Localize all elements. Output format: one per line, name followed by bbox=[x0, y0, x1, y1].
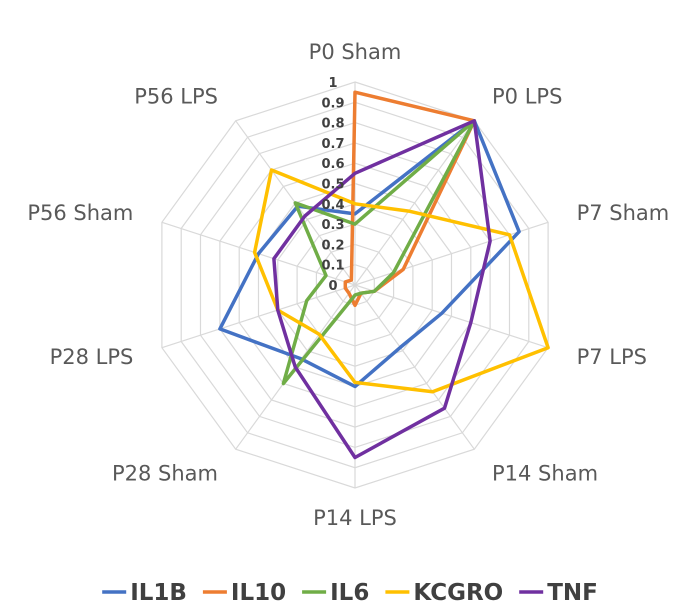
tick-label: 0.2 bbox=[321, 238, 344, 253]
category-label: P14 Sham bbox=[492, 462, 598, 486]
tick-label: 0.7 bbox=[321, 137, 344, 152]
category-label: P28 Sham bbox=[112, 462, 218, 486]
tick-label: 0.8 bbox=[321, 117, 344, 132]
tick-label: 0.6 bbox=[321, 157, 344, 172]
series-il6-line bbox=[281, 119, 477, 386]
category-label: P14 LPS bbox=[313, 506, 397, 530]
category-labels: P0 Sham P0 LPS P7 Sham P7 LPS P14 Sham P14 LP… bbox=[27, 40, 669, 530]
series-il10-line bbox=[343, 90, 477, 308]
tick-label: 0.9 bbox=[321, 96, 344, 111]
grid-spoke bbox=[161, 284, 356, 349]
legend: IL1B IL10 IL6 KCGRO TNF bbox=[102, 580, 598, 606]
legend-label: IL6 bbox=[330, 580, 369, 606]
tick-label: 0.1 bbox=[321, 259, 344, 274]
category-label: P0 Sham bbox=[309, 40, 402, 64]
tick-label: 0.3 bbox=[321, 218, 344, 233]
tick-label: 0.4 bbox=[321, 198, 344, 213]
category-label: P7 Sham bbox=[577, 201, 670, 225]
radial-tick-labels: 0 0.1 0.2 0.3 0.4 0.5 0.6 0.7 0.8 0.9 1 bbox=[321, 76, 344, 294]
grid-spoke bbox=[354, 120, 475, 286]
tick-label: 0.5 bbox=[321, 178, 344, 193]
radar-grid bbox=[161, 81, 549, 489]
category-label: P56 Sham bbox=[27, 201, 133, 225]
category-label: P7 LPS bbox=[577, 345, 647, 369]
category-label: P56 LPS bbox=[134, 85, 218, 109]
legend-label: IL1B bbox=[130, 580, 187, 606]
legend-item-il10: IL10 bbox=[202, 580, 286, 606]
tick-label: 0 bbox=[328, 279, 337, 294]
legend-item-il1b: IL1B bbox=[102, 580, 187, 606]
category-label: P0 LPS bbox=[492, 85, 562, 109]
radar-series bbox=[218, 90, 550, 460]
legend-item-il6: IL6 bbox=[302, 580, 369, 606]
tick-label: 1 bbox=[328, 76, 337, 91]
series-kcgro-line bbox=[252, 168, 550, 394]
category-label: P28 LPS bbox=[50, 345, 134, 369]
grid-spoke bbox=[354, 284, 549, 349]
legend-item-tnf: TNF bbox=[519, 580, 598, 606]
legend-label: KCGRO bbox=[413, 580, 503, 606]
series-tnf-line bbox=[272, 119, 492, 460]
legend-item-kcgro: KCGRO bbox=[385, 580, 503, 606]
legend-label: IL10 bbox=[231, 580, 286, 606]
legend-label: TNF bbox=[547, 580, 598, 606]
series-il1b-line bbox=[218, 119, 521, 389]
grid-spoke bbox=[354, 284, 475, 450]
